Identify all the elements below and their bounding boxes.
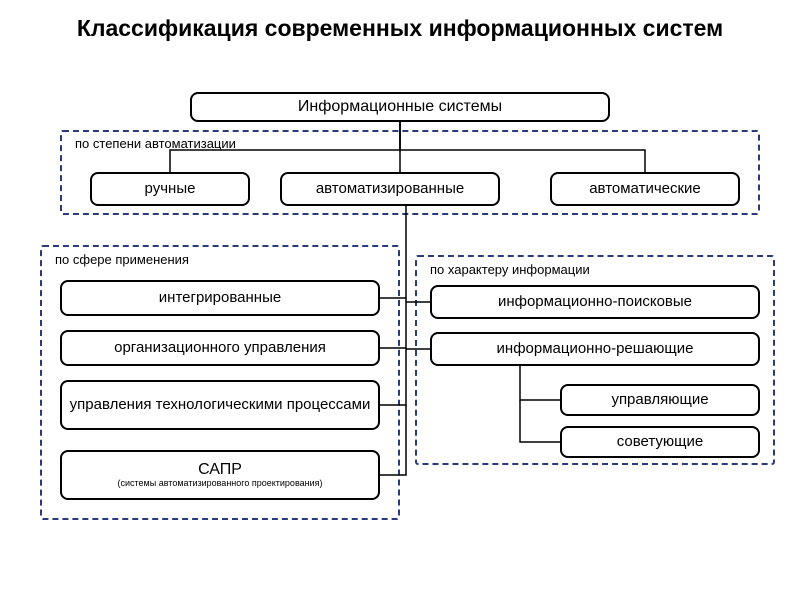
node-advising: советующие (560, 426, 760, 458)
node-automatic: автоматические (550, 172, 740, 206)
group-automation-label: по степени автоматизации (75, 136, 236, 151)
node-manual: ручные (90, 172, 250, 206)
node-tech-process: управления технологическими процессами (60, 380, 380, 430)
node-sapr: САПР (системы автоматизированного проект… (60, 450, 380, 500)
node-org-management: организационного управления (60, 330, 380, 366)
node-info-decide: информационно-решающие (430, 332, 760, 366)
node-sapr-label: САПР (198, 461, 242, 479)
node-root: Информационные системы (190, 92, 610, 122)
node-automated: автоматизированные (280, 172, 500, 206)
group-application-label: по сфере применения (55, 252, 189, 267)
node-info-search: информационно-поисковые (430, 285, 760, 319)
node-integrated: интегрированные (60, 280, 380, 316)
node-sapr-sub: (системы автоматизированного проектирова… (118, 479, 323, 489)
node-controlling: управляющие (560, 384, 760, 416)
group-info-character-label: по характеру информации (430, 262, 590, 277)
page-title: Классификация современных информационных… (0, 0, 800, 53)
